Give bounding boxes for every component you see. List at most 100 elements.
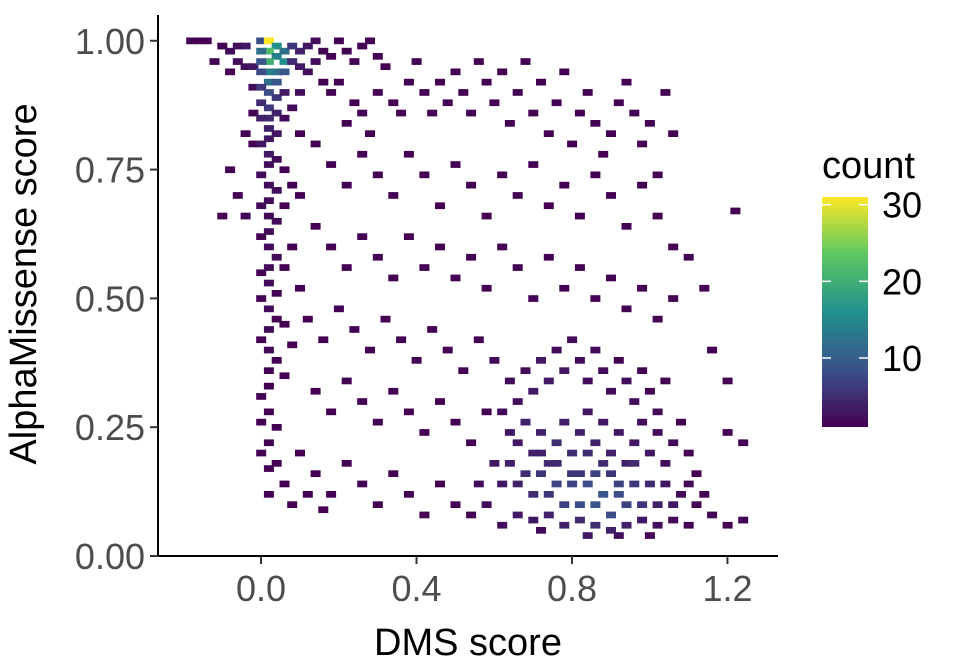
heatmap-bin bbox=[567, 140, 578, 148]
x-axis-ticks: 0.0 0.4 0.8 1.2 bbox=[236, 556, 752, 609]
heatmap-bin bbox=[388, 387, 399, 395]
heatmap-bin bbox=[326, 243, 337, 251]
heatmap-bin bbox=[357, 480, 368, 488]
heatmap-bin bbox=[574, 470, 585, 477]
heatmap-bin bbox=[232, 58, 243, 65]
heatmap-bin bbox=[536, 429, 546, 436]
heatmap-bin bbox=[341, 460, 352, 467]
heatmap-bin bbox=[388, 192, 399, 199]
heatmap-bin bbox=[256, 233, 267, 240]
heatmap-bin bbox=[427, 326, 438, 333]
heatmap-bin bbox=[341, 377, 352, 385]
y-tick-label: 1.00 bbox=[75, 21, 145, 62]
heatmap-bin bbox=[256, 58, 267, 65]
heatmap-bin bbox=[497, 68, 508, 76]
heatmap-bin bbox=[644, 449, 655, 457]
heatmap-bin bbox=[473, 336, 484, 344]
x-tick-label: 0.8 bbox=[547, 568, 597, 609]
heatmap-bin bbox=[310, 140, 321, 148]
heatmap-bin bbox=[481, 501, 492, 508]
heatmap-bin bbox=[574, 264, 585, 271]
heatmap-bin bbox=[271, 217, 282, 225]
heatmap-bin bbox=[512, 439, 523, 447]
heatmap-bin bbox=[263, 47, 274, 55]
heatmap-bin bbox=[256, 68, 267, 76]
heatmap-bin bbox=[590, 346, 601, 354]
heatmap-bin bbox=[466, 511, 477, 519]
heatmap-bin bbox=[730, 207, 741, 215]
heatmap-bin bbox=[668, 516, 679, 524]
heatmap-bin bbox=[263, 197, 274, 204]
heatmap-bin bbox=[567, 336, 578, 344]
heatmap-bin bbox=[512, 264, 523, 271]
heatmap-bin bbox=[287, 58, 298, 65]
heatmap-bin bbox=[326, 491, 337, 498]
heatmap-bin bbox=[263, 114, 274, 122]
heatmap-bin bbox=[263, 78, 274, 86]
heatmap-bin bbox=[738, 516, 749, 524]
heatmap-bin bbox=[668, 130, 679, 137]
y-tick-label: 0.75 bbox=[75, 150, 145, 191]
heatmap-bin bbox=[341, 47, 352, 55]
heatmap-bin bbox=[606, 274, 616, 282]
heatmap-bin bbox=[263, 408, 274, 416]
heatmap-bin bbox=[295, 130, 305, 137]
heatmap-bin bbox=[481, 212, 492, 220]
heatmap-bin bbox=[621, 377, 632, 385]
heatmap-bin bbox=[435, 480, 445, 488]
heatmap-bin bbox=[613, 480, 624, 488]
heatmap-bin bbox=[225, 68, 236, 76]
heatmap-bin bbox=[271, 187, 282, 194]
heatmap-bin bbox=[512, 89, 523, 96]
x-tick-label: 1.2 bbox=[702, 568, 752, 609]
heatmap-bin bbox=[644, 532, 655, 539]
heatmap-bin bbox=[263, 305, 274, 313]
heatmap-bin bbox=[341, 181, 352, 189]
heatmap-bin bbox=[271, 130, 282, 137]
heatmap-bin bbox=[528, 516, 539, 524]
y-axis-ticks: 0.00 0.25 0.50 0.75 1.00 bbox=[75, 21, 158, 577]
heatmap-bin bbox=[419, 429, 430, 436]
heatmap-bin bbox=[621, 521, 632, 529]
heatmap-bin bbox=[310, 223, 321, 230]
heatmap-bin bbox=[637, 501, 648, 508]
heatmap-bin bbox=[668, 295, 679, 302]
heatmap-bin bbox=[263, 264, 274, 271]
heatmap-bin bbox=[271, 253, 282, 261]
heatmap-bin bbox=[263, 491, 274, 498]
heatmap-bin bbox=[403, 233, 414, 240]
heatmap-bin bbox=[582, 480, 593, 488]
heatmap-bin bbox=[248, 83, 259, 91]
heatmap-bin bbox=[279, 264, 290, 271]
heatmap-bin bbox=[559, 501, 570, 508]
heatmap-bin bbox=[349, 58, 360, 65]
heatmap-bin bbox=[287, 501, 298, 508]
heatmap-bin bbox=[263, 228, 274, 235]
heatmap-bin bbox=[302, 491, 313, 498]
heatmap-bin bbox=[536, 357, 546, 364]
heatmap-bin bbox=[652, 501, 663, 508]
heatmap-bin bbox=[256, 202, 267, 210]
heatmap-bin bbox=[427, 109, 438, 117]
heatmap-bin bbox=[271, 460, 282, 467]
heatmap-bin bbox=[473, 58, 484, 65]
heatmap-bin bbox=[240, 212, 251, 220]
heatmap-bin bbox=[435, 398, 445, 405]
heatmap-bin bbox=[256, 295, 267, 302]
heatmap-bin bbox=[637, 181, 648, 189]
heatmap-bin bbox=[295, 89, 305, 96]
heatmap-bin bbox=[458, 367, 469, 374]
heatmap-bin bbox=[567, 470, 578, 477]
heatmap-bin bbox=[263, 382, 274, 390]
heatmap-bin bbox=[466, 181, 477, 189]
heatmap-bin bbox=[668, 243, 679, 251]
heatmap-bin bbox=[435, 78, 445, 86]
heatmap-bin bbox=[543, 377, 554, 385]
heatmap-bin bbox=[263, 104, 274, 112]
heatmap-bin bbox=[403, 78, 414, 86]
heatmap-bin bbox=[621, 460, 632, 467]
heatmap-bin bbox=[660, 480, 671, 488]
heatmap-bin bbox=[302, 68, 313, 76]
heatmap-bin bbox=[613, 429, 624, 436]
heatmap-bin bbox=[287, 181, 298, 189]
